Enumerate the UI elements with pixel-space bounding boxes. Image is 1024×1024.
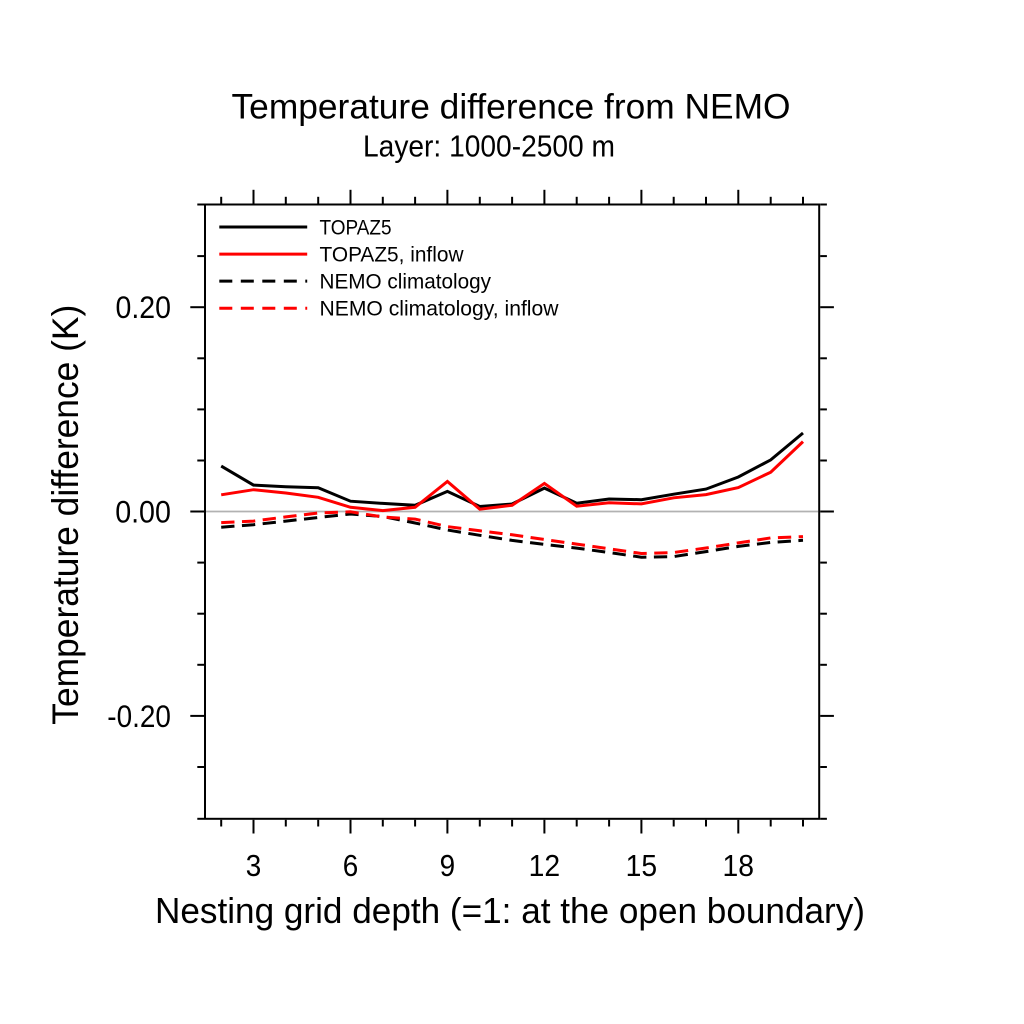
svg-text:18: 18 [723,849,755,883]
svg-text:TOPAZ5, inflow: TOPAZ5, inflow [320,243,464,267]
svg-text:Temperature difference (K): Temperature difference (K) [45,305,86,725]
svg-text:NEMO climatology: NEMO climatology [320,270,492,294]
svg-text:Nesting grid depth (=1: at the: Nesting grid depth (=1: at the open boun… [155,890,865,931]
svg-text:NEMO climatology, inflow: NEMO climatology, inflow [320,297,559,321]
svg-text:Layer: 1000-2500 m: Layer: 1000-2500 m [363,130,615,164]
svg-text:15: 15 [626,849,658,883]
svg-text:6: 6 [343,849,359,883]
svg-text:TOPAZ5: TOPAZ5 [320,215,392,239]
svg-text:Temperature difference from NE: Temperature difference from NEMO [232,88,791,127]
svg-text:-0.20: -0.20 [107,698,171,734]
svg-text:9: 9 [440,849,456,883]
svg-text:12: 12 [529,849,561,883]
svg-text:3: 3 [246,849,262,883]
svg-text:0.20: 0.20 [116,289,171,325]
svg-text:0.00: 0.00 [115,494,171,530]
